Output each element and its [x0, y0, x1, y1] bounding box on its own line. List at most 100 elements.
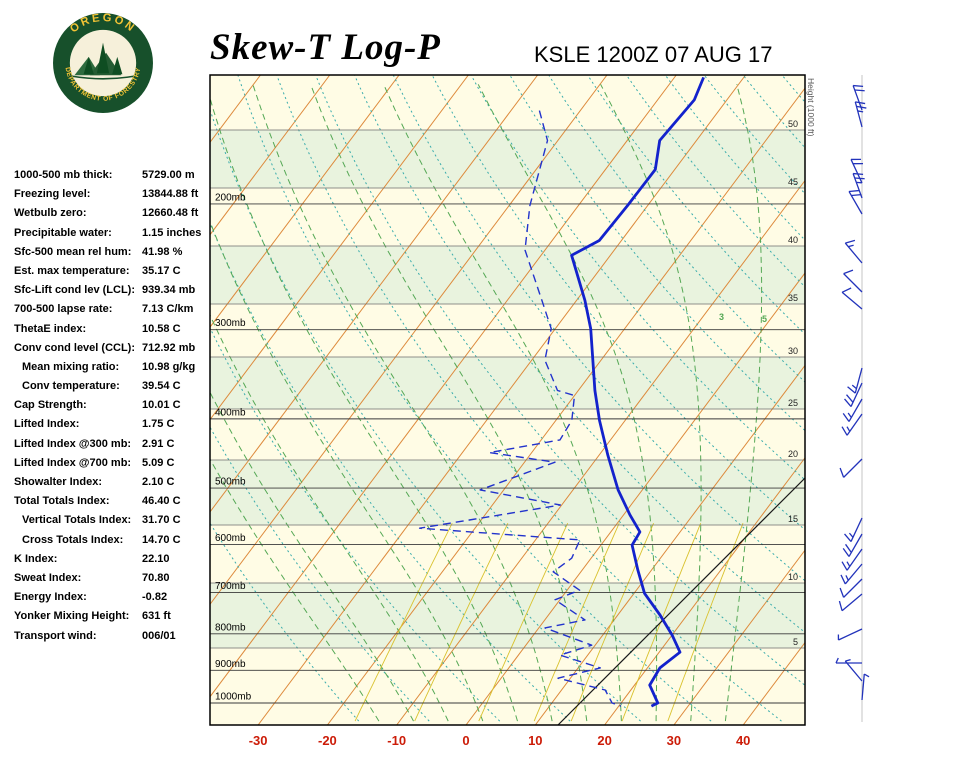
logo-ground-line: [72, 75, 134, 80]
index-value: 22.10: [142, 552, 170, 565]
index-label: Showalter Index:: [14, 476, 103, 488]
index-label: 1000-500 mb thick:: [14, 169, 113, 181]
logo-tree-icon: [96, 42, 110, 74]
index-label: Conv temperature:: [22, 380, 120, 393]
index-row: Freezing level: 13844.88 ft: [14, 185, 214, 204]
index-label: Wetbulb zero:: [14, 207, 87, 220]
index-value: 5.09 C: [142, 456, 175, 469]
index-label: Sfc-500 mean rel hum:: [14, 245, 132, 258]
temp-axis-label: 10: [528, 733, 542, 748]
index-label: ThetaE index:: [14, 322, 87, 335]
index-value: 712.92 mb: [142, 341, 196, 354]
index-label: Yonker Mixing Height:: [14, 610, 130, 623]
index-value: 631 ft: [142, 610, 171, 623]
height-label: 50: [788, 119, 798, 129]
index-value: 10.98 g/kg: [142, 360, 196, 373]
index-value: 35.17 C: [142, 264, 181, 277]
index-value: 10.01 C: [142, 399, 181, 412]
pressure-label: 500mb: [215, 477, 246, 488]
index-value: 39.54 C: [142, 380, 181, 393]
index-row: Cap Strength: 10.01 C: [14, 396, 214, 415]
height-label: 5: [793, 637, 798, 647]
logo-tree2-icon: [83, 56, 94, 75]
moist-adiabats: [210, 84, 763, 722]
wind-barb: [843, 269, 863, 293]
wind-barb: [840, 563, 863, 585]
wind-barb: [852, 84, 865, 111]
wind-barb: [847, 367, 863, 394]
index-label: Transport wind:: [14, 629, 97, 642]
temperature-trace: [570, 76, 705, 708]
isotherms: [210, 75, 805, 725]
parcel-line: [557, 477, 805, 725]
index-row: Transport wind: 006/01: [14, 627, 214, 646]
index-value: 939.34 mb: [142, 284, 196, 297]
index-row: Mean mixing ratio: 10.98 g/kg: [14, 358, 214, 377]
wind-barb: [844, 658, 863, 682]
index-row: Sweat Index: 70.80: [14, 569, 214, 588]
index-row: Vertical Totals Index: 31.70 C: [14, 511, 214, 530]
temp-axis-label: 30: [667, 733, 681, 748]
index-row: Conv temperature: 39.54 C: [14, 377, 214, 396]
index-label: Lifted Index:: [14, 418, 80, 431]
wind-barb: [839, 458, 863, 478]
index-row: Showalter Index: 2.10 C: [14, 473, 214, 492]
index-label: Conv cond level (CCL):: [14, 341, 136, 354]
height-label: 20: [788, 449, 798, 459]
index-row: Lifted Index @700 mb: 5.09 C: [14, 454, 214, 473]
index-row: Energy Index: -0.82: [14, 588, 214, 607]
temp-axis-label: -10: [387, 733, 406, 748]
wind-barb: [844, 517, 863, 542]
index-value: -0.82: [142, 591, 168, 604]
height-label: 30: [788, 346, 798, 356]
wind-barb: [839, 578, 863, 598]
wind-barb: [844, 382, 863, 407]
temp-axis-label: 20: [597, 733, 611, 748]
wind-barb: [838, 593, 863, 612]
odf-logo: OREGON DEPARTMENT OF FORESTRY: [53, 12, 153, 113]
index-value: 1.75 C: [142, 418, 175, 431]
pressure-label: 800mb: [215, 622, 246, 633]
index-row: Wetbulb zero: 12660.48 ft: [14, 204, 214, 223]
index-label: Lifted Index @700 mb:: [14, 456, 132, 469]
index-row: Precipitable water: 1.15 inches: [14, 224, 214, 243]
wind-barb: [842, 533, 863, 557]
index-value: 12660.48 ft: [142, 207, 199, 220]
index-label: Sweat Index:: [14, 571, 82, 584]
index-row: Lifted Index @300 mb: 2.91 C: [14, 435, 214, 454]
height-label: 40: [788, 235, 798, 245]
temp-axis-label: 0: [462, 733, 469, 748]
index-label: Mean mixing ratio:: [22, 360, 120, 373]
height-label: 35: [788, 293, 798, 303]
wind-barb: [861, 673, 870, 701]
height-axis-title: Height (1000 ft): [806, 78, 816, 137]
index-label: Freezing level:: [14, 188, 91, 201]
wind-barb: [841, 548, 863, 571]
index-label: Total Totals Index:: [14, 495, 110, 508]
index-label: Cap Strength:: [14, 399, 87, 412]
index-label: K Index:: [14, 552, 58, 565]
index-value: 7.13 C/km: [142, 303, 194, 316]
index-value: 70.80: [142, 571, 170, 584]
index-value: 1.15 inches: [142, 226, 202, 239]
index-label: Lifted Index @300 mb:: [14, 437, 132, 450]
wind-barb: [844, 239, 863, 264]
index-row: 700-500 lapse rate: 7.13 C/km: [14, 300, 214, 319]
adiabat-label: 5: [762, 314, 767, 324]
index-label: Energy Index:: [14, 591, 87, 604]
wind-barb: [841, 413, 863, 436]
page-title: Skew-T Log-P: [210, 27, 441, 68]
indices-panel: 1000-500 mb thick: 5729.00 m Freezing leve…: [14, 166, 214, 646]
wind-barb: [848, 189, 863, 215]
pressure-label: 1000mb: [215, 692, 252, 703]
index-label: Sfc-Lift cond lev (LCL):: [14, 284, 135, 297]
index-row: Total Totals Index: 46.40 C: [14, 492, 214, 511]
height-label: 45: [788, 177, 798, 187]
pressure-label: 300mb: [215, 318, 246, 329]
pressure-label: 400mb: [215, 407, 246, 418]
index-row: Lifted Index: 1.75 C: [14, 415, 214, 434]
background-bands: [210, 75, 805, 725]
pressure-label: 700mb: [215, 581, 246, 592]
index-label: 700-500 lapse rate:: [14, 303, 113, 316]
